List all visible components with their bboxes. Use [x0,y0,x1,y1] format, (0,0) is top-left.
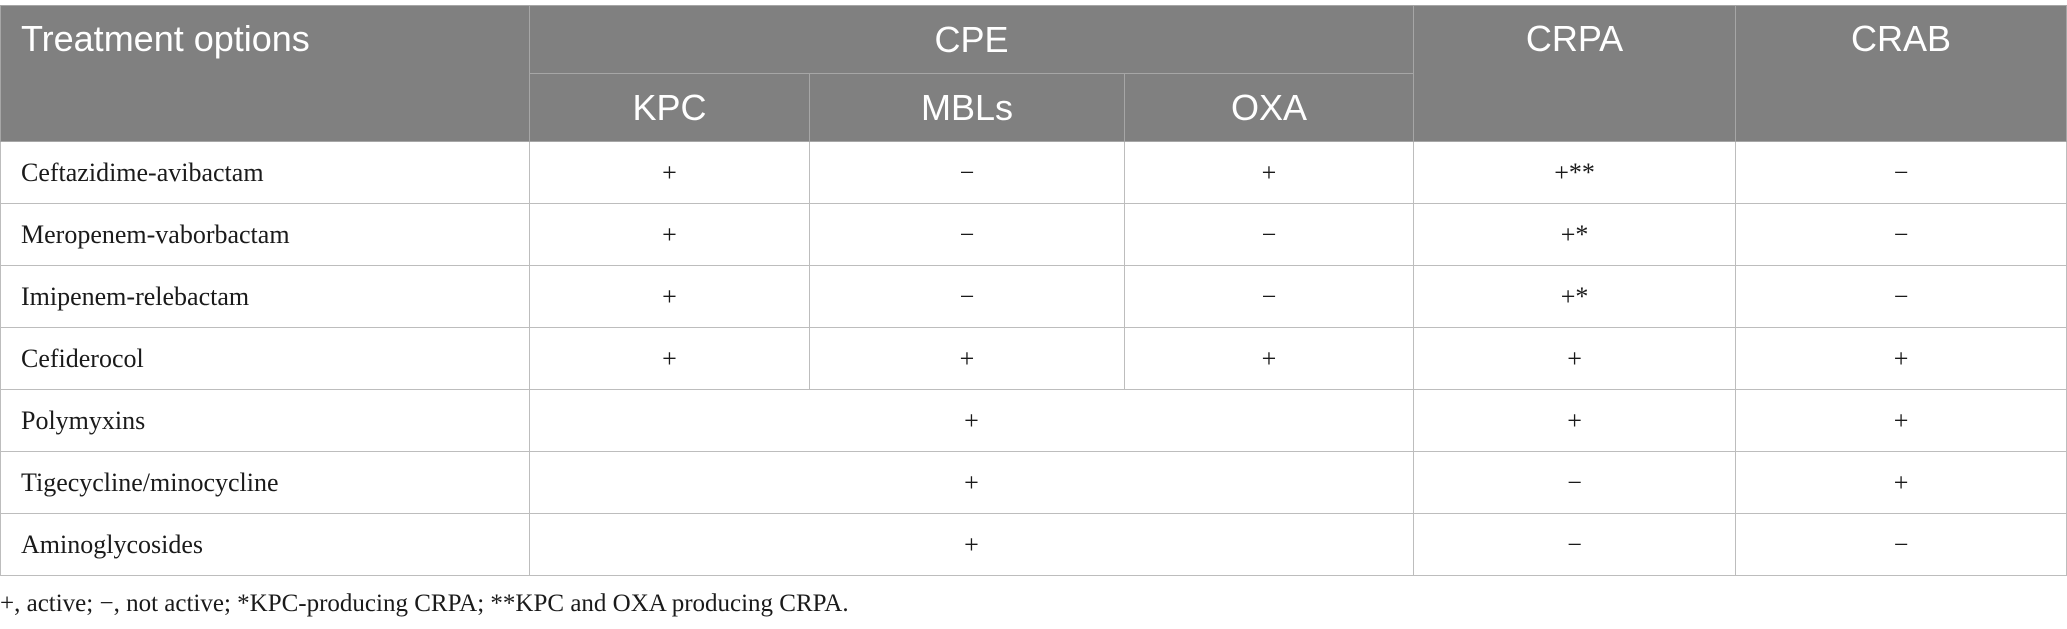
crab-cell: − [1735,141,2067,204]
mbls-cell: + [809,327,1125,390]
oxa-cell: + [1123,327,1415,390]
cpe-cell: + [528,513,1415,576]
treatment-name: Imipenem-relebactam [0,265,530,328]
crab-cell: + [1735,327,2067,390]
crpa-cell: +** [1413,141,1737,204]
kpc-cell: + [529,141,810,204]
crpa-cell: + [1413,389,1737,452]
oxa-cell: − [1123,265,1415,328]
treatment-table: Treatment options CPE CRPA CRAB KPC MBLs… [0,5,2067,576]
treatment-name: Meropenem-vaborbactam [0,203,530,266]
table-row: Polymyxins + + + [0,389,2067,452]
mbls-header: MBLs [809,73,1125,142]
treatment-name: Aminoglycosides [0,513,530,576]
treatment-options-header: Treatment options [0,5,530,142]
cpe-cell: + [528,389,1415,452]
header-row-sub: KPC MBLs OXA [1,73,2067,142]
kpc-cell: + [529,203,810,266]
mbls-cell: − [809,265,1125,328]
crpa-cell: + [1413,327,1737,390]
crab-cell: + [1735,451,2067,514]
kpc-cell: + [529,327,810,390]
crpa-cell: − [1413,513,1737,576]
crpa-cell: +* [1413,203,1737,266]
crpa-header: CRPA [1413,5,1737,142]
oxa-cell: − [1123,203,1415,266]
oxa-header: OXA [1123,73,1415,142]
cpe-header: CPE [528,5,1415,74]
cpe-cell: + [528,451,1415,514]
table-row: Cefiderocol + + + + + [0,327,2067,390]
treatment-name: Ceftazidime-avibactam [0,141,530,204]
crpa-cell: +* [1413,265,1737,328]
table-row: Imipenem-relebactam + − − +* − [0,265,2067,328]
table-row: Tigecycline/minocycline + − + [0,451,2067,514]
table-container: Treatment options CPE CRPA CRAB KPC MBLs… [0,5,2067,576]
mbls-cell: − [809,203,1125,266]
kpc-cell: + [529,265,810,328]
oxa-cell: + [1123,141,1415,204]
mbls-cell: − [809,141,1125,204]
treatment-name: Polymyxins [0,389,530,452]
table-row: Aminoglycosides + − − [0,513,2067,576]
crpa-cell: − [1413,451,1737,514]
crab-header: CRAB [1735,5,2067,142]
table-row: Meropenem-vaborbactam + − − +* − [0,203,2067,266]
treatment-name: Tigecycline/minocycline [0,451,530,514]
treatment-name: Cefiderocol [0,327,530,390]
table-footnote: +, active; −, not active; *KPC-producing… [0,590,849,617]
kpc-header: KPC [529,73,810,142]
crab-cell: − [1735,513,2067,576]
crab-cell: + [1735,389,2067,452]
header-row-top: Treatment options CPE CRPA CRAB [0,5,2067,142]
table-row: Ceftazidime-avibactam + − + +** − [0,141,2067,204]
crab-cell: − [1735,203,2067,266]
crab-cell: − [1735,265,2067,328]
